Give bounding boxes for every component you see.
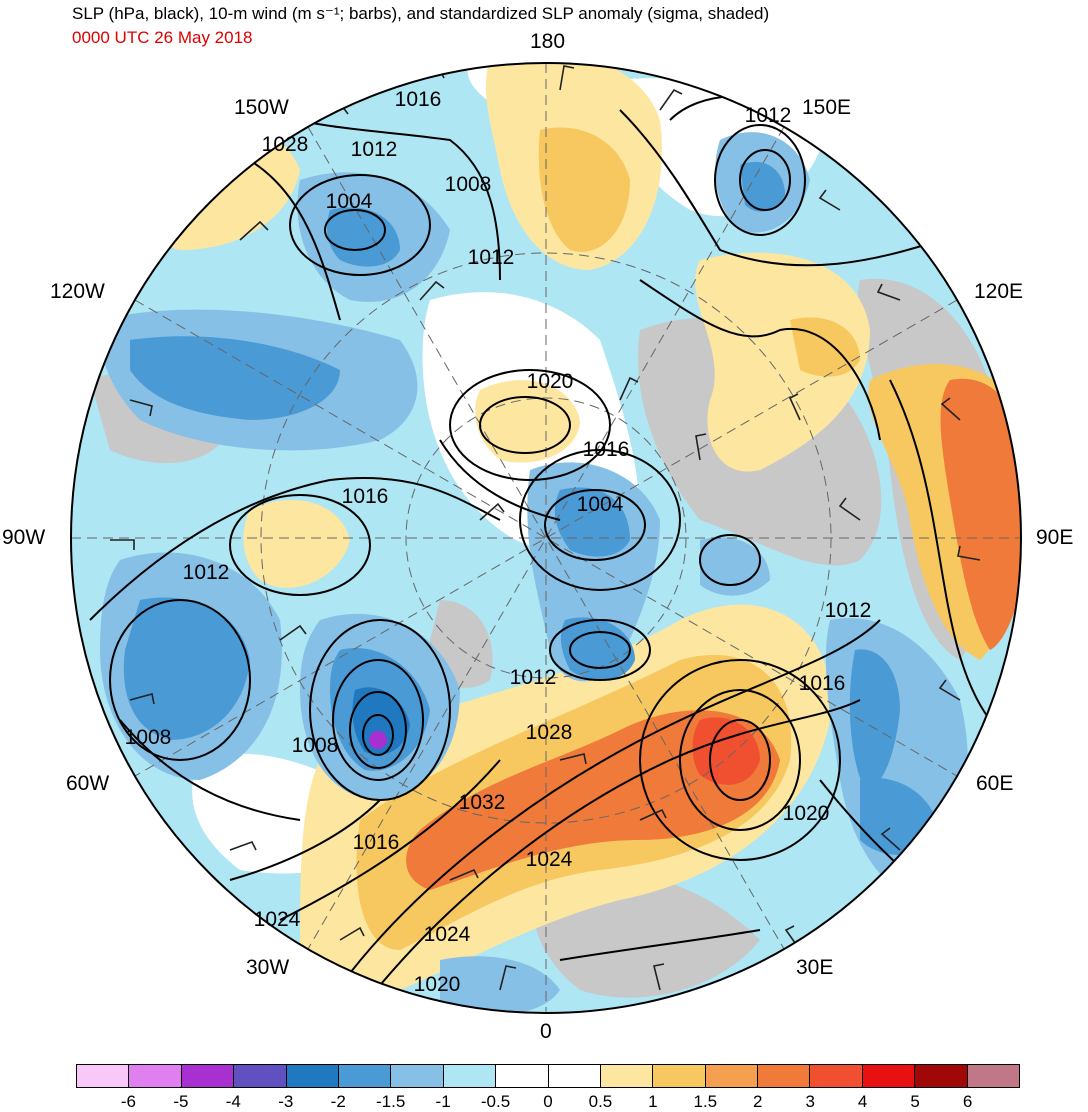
negative-anomaly	[740, 161, 785, 212]
contour-label: 1012	[509, 666, 557, 689]
map-border	[70, 62, 1022, 1014]
negative-anomaly	[123, 597, 250, 740]
contour-label: 1020	[782, 802, 830, 825]
colorbar-tick-label: -5	[173, 1092, 189, 1111]
colorbar-swatch	[548, 1065, 601, 1087]
lon-label-180: 180	[530, 30, 566, 53]
colorbar-tick-label: -0.5	[480, 1092, 511, 1111]
lon-label-120e: 120E	[974, 280, 1024, 303]
colorbar-swatch	[496, 1065, 549, 1087]
anomaly-colorbar	[76, 1064, 1020, 1088]
colorbar-swatch	[391, 1065, 444, 1087]
colorbar-swatch	[653, 1065, 706, 1087]
contour-label: 1012	[467, 246, 515, 269]
negative-anomaly-core	[369, 731, 387, 749]
colorbar-tick-label: 1	[648, 1092, 658, 1111]
negative-anomaly	[849, 649, 900, 790]
colorbar-swatch	[338, 1065, 392, 1087]
contour-label: 1032	[458, 791, 506, 814]
contour-label: 1016	[352, 831, 400, 854]
positive-anomaly	[695, 252, 870, 472]
colorbar-tick-label: -1.5	[376, 1092, 406, 1111]
lon-label-60e: 60E	[976, 772, 1014, 795]
colorbar-swatch	[77, 1065, 130, 1087]
negative-anomaly	[700, 537, 770, 596]
positive-anomaly	[243, 500, 350, 588]
negative-anomaly	[130, 336, 340, 420]
colorbar-tick-label: -6	[120, 1092, 136, 1111]
lon-label-60w: 60W	[66, 772, 110, 795]
contour-label: 1008	[291, 734, 339, 757]
colorbar-tick-label: 1.5	[693, 1092, 718, 1111]
colorbar-swatch	[915, 1065, 968, 1087]
contour-label: 1016	[582, 438, 630, 461]
negative-anomaly	[554, 487, 630, 557]
colorbar-swatch	[286, 1065, 339, 1087]
negative-anomaly	[440, 956, 560, 1013]
contour-label: 1016	[394, 88, 442, 111]
colorbar-swatch	[129, 1065, 182, 1087]
contour-label: 1020	[526, 370, 574, 393]
lon-label-150w: 150W	[234, 96, 289, 119]
colorbar-swatch	[758, 1065, 811, 1087]
lon-label-30e: 30E	[796, 956, 834, 979]
contour-label: 1004	[325, 190, 373, 213]
colorbar-tick-label: 4	[857, 1092, 868, 1111]
contour-label: 1004	[576, 493, 624, 516]
colorbar-swatch	[181, 1065, 235, 1087]
valid-time: 0000 UTC 26 May 2018	[72, 28, 253, 47]
contour-label: 1012	[182, 561, 230, 584]
slp-contours	[89, 95, 991, 1011]
colorbar-swatch	[810, 1065, 863, 1087]
lon-label-90e: 90E	[1036, 526, 1074, 549]
colorbar-swatch	[862, 1065, 916, 1087]
contour-label: 1024	[525, 848, 573, 871]
contour-label: 1024	[253, 908, 301, 931]
colorbar-swatch	[443, 1065, 497, 1087]
contour-label: 1008	[444, 173, 492, 196]
contour-label: 1020	[413, 973, 461, 996]
contour-label: 1028	[261, 133, 309, 156]
colorbar-swatch	[234, 1065, 287, 1087]
positive-anomaly	[538, 127, 630, 252]
colorbar-tick-label: -1	[435, 1092, 451, 1111]
colorbar-tick-label: -2	[330, 1092, 346, 1111]
contour-label: 1012	[824, 599, 872, 622]
lon-label-0: 0	[540, 1020, 552, 1043]
positive-anomaly	[940, 378, 1021, 650]
negative-anomaly	[352, 687, 410, 755]
colorbar-tick-label: -3	[278, 1092, 294, 1111]
lon-label-150e: 150E	[802, 96, 852, 119]
colorbar-tick-label: 5	[910, 1092, 920, 1111]
lon-label-90w: 90W	[2, 526, 46, 549]
contour-label: 1016	[341, 485, 389, 508]
colorbar-tick-label: 0	[543, 1092, 553, 1111]
lon-label-30w: 30W	[246, 956, 290, 979]
colorbar-tick-label: 6	[962, 1092, 973, 1111]
colorbar-tick-label: 0.5	[588, 1092, 613, 1111]
lon-label-120w: 120W	[50, 280, 105, 303]
contour-label: 1028	[525, 721, 573, 744]
colorbar-tick-label: 3	[805, 1092, 815, 1111]
map-title: SLP (hPa, black), 10-m wind (m s⁻¹; barb…	[72, 4, 770, 23]
colorbar-swatch	[600, 1065, 654, 1087]
colorbar-swatch	[705, 1065, 759, 1087]
map-disc	[71, 63, 1021, 1013]
contour-label: 1024	[423, 923, 471, 946]
colorbar-tick-label: 2	[753, 1092, 763, 1111]
contour-label: 1008	[124, 726, 172, 749]
colorbar-tick-label: -4	[225, 1092, 241, 1111]
contour-label: 1012	[744, 104, 792, 127]
contour-label: 1012	[350, 138, 398, 161]
contour-label: 1016	[798, 672, 846, 695]
graticule	[71, 63, 1021, 1013]
positive-anomaly	[692, 717, 760, 785]
colorbar-swatch	[967, 1065, 1020, 1087]
